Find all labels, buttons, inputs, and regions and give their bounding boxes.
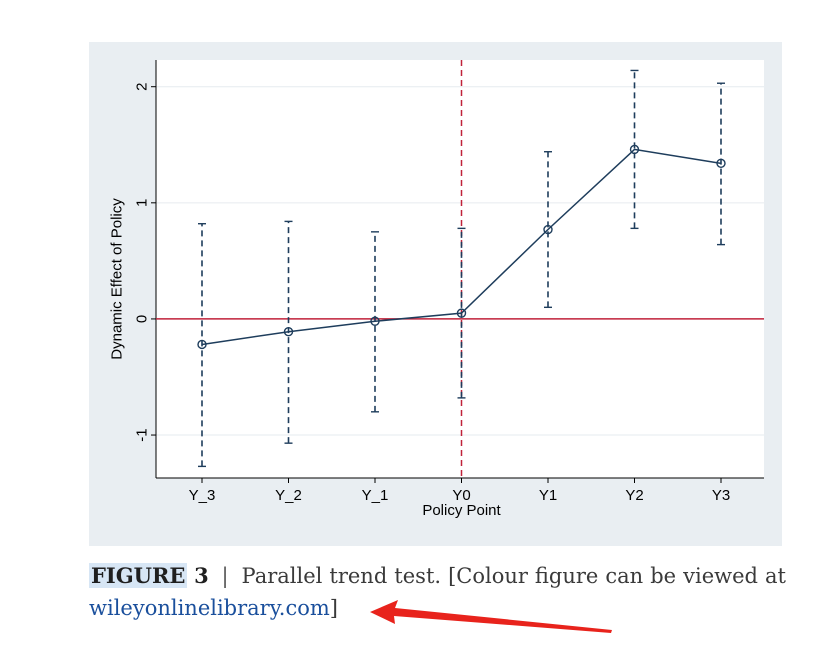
x-tick-label: Y2 <box>625 487 643 504</box>
y-axis-label: Dynamic Effect of Policy <box>109 198 126 360</box>
caption-link[interactable]: wileyonlinelibrary.com <box>89 596 330 620</box>
x-tick-label: Y_2 <box>275 487 302 504</box>
caption-word: test. <box>394 564 442 588</box>
caption-line-1: FIGURE 3 | Parallel trend test. [Colour figu… <box>89 560 786 592</box>
figure-label: FIGURE <box>89 563 188 588</box>
y-tick-label: 2 <box>134 83 151 91</box>
x-axis-label: Policy Point <box>422 502 501 519</box>
data-point <box>456 308 467 318</box>
caption-word: viewed <box>683 564 758 588</box>
caption-word: at <box>764 564 786 588</box>
figure-number: 3 <box>194 563 209 588</box>
data-point <box>370 316 380 326</box>
caption-closing-bracket: ] <box>329 596 338 620</box>
x-tick-label: Y0 <box>452 487 470 504</box>
series-line <box>201 148 722 346</box>
y-tick-label: -1 <box>134 428 151 441</box>
caption-word: Parallel <box>241 564 323 588</box>
caption-word: trend <box>329 564 388 588</box>
caption-word: figure <box>534 564 599 588</box>
y-tick-label: 0 <box>134 315 151 323</box>
caption-figure-tag: FIGURE 3 | <box>89 560 235 592</box>
x-tick-label: Y_3 <box>189 487 216 504</box>
x-tick-label: Y_1 <box>362 487 389 504</box>
y-tick-label: 1 <box>134 199 151 207</box>
caption-separator: | <box>221 564 229 588</box>
plot-area <box>156 60 764 478</box>
caption-word: [Colour <box>448 564 528 588</box>
caption-word: be <box>650 564 677 588</box>
x-tick-label: Y3 <box>712 487 730 504</box>
x-tick-label: Y1 <box>539 487 557 504</box>
data-point <box>716 158 726 169</box>
figure-caption: FIGURE 3 | Parallel trend test. [Colour figu… <box>89 560 786 624</box>
figure-panel: -1 0 1 2 Y_3 Y_2 Y_1 Y0 Y1 Y2 Y3 Policy Point Dynami… <box>89 42 782 546</box>
data-point <box>543 224 553 235</box>
data-point <box>197 339 207 350</box>
caption-word: can <box>605 564 644 588</box>
data-point <box>283 327 294 337</box>
chart: -1 0 1 2 Y_3 Y_2 Y_1 Y0 Y1 Y2 Y3 Policy Point Dynami… <box>109 60 764 519</box>
caption-line-2: wileyonlinelibrary.com] <box>89 592 786 624</box>
data-point <box>629 144 640 155</box>
